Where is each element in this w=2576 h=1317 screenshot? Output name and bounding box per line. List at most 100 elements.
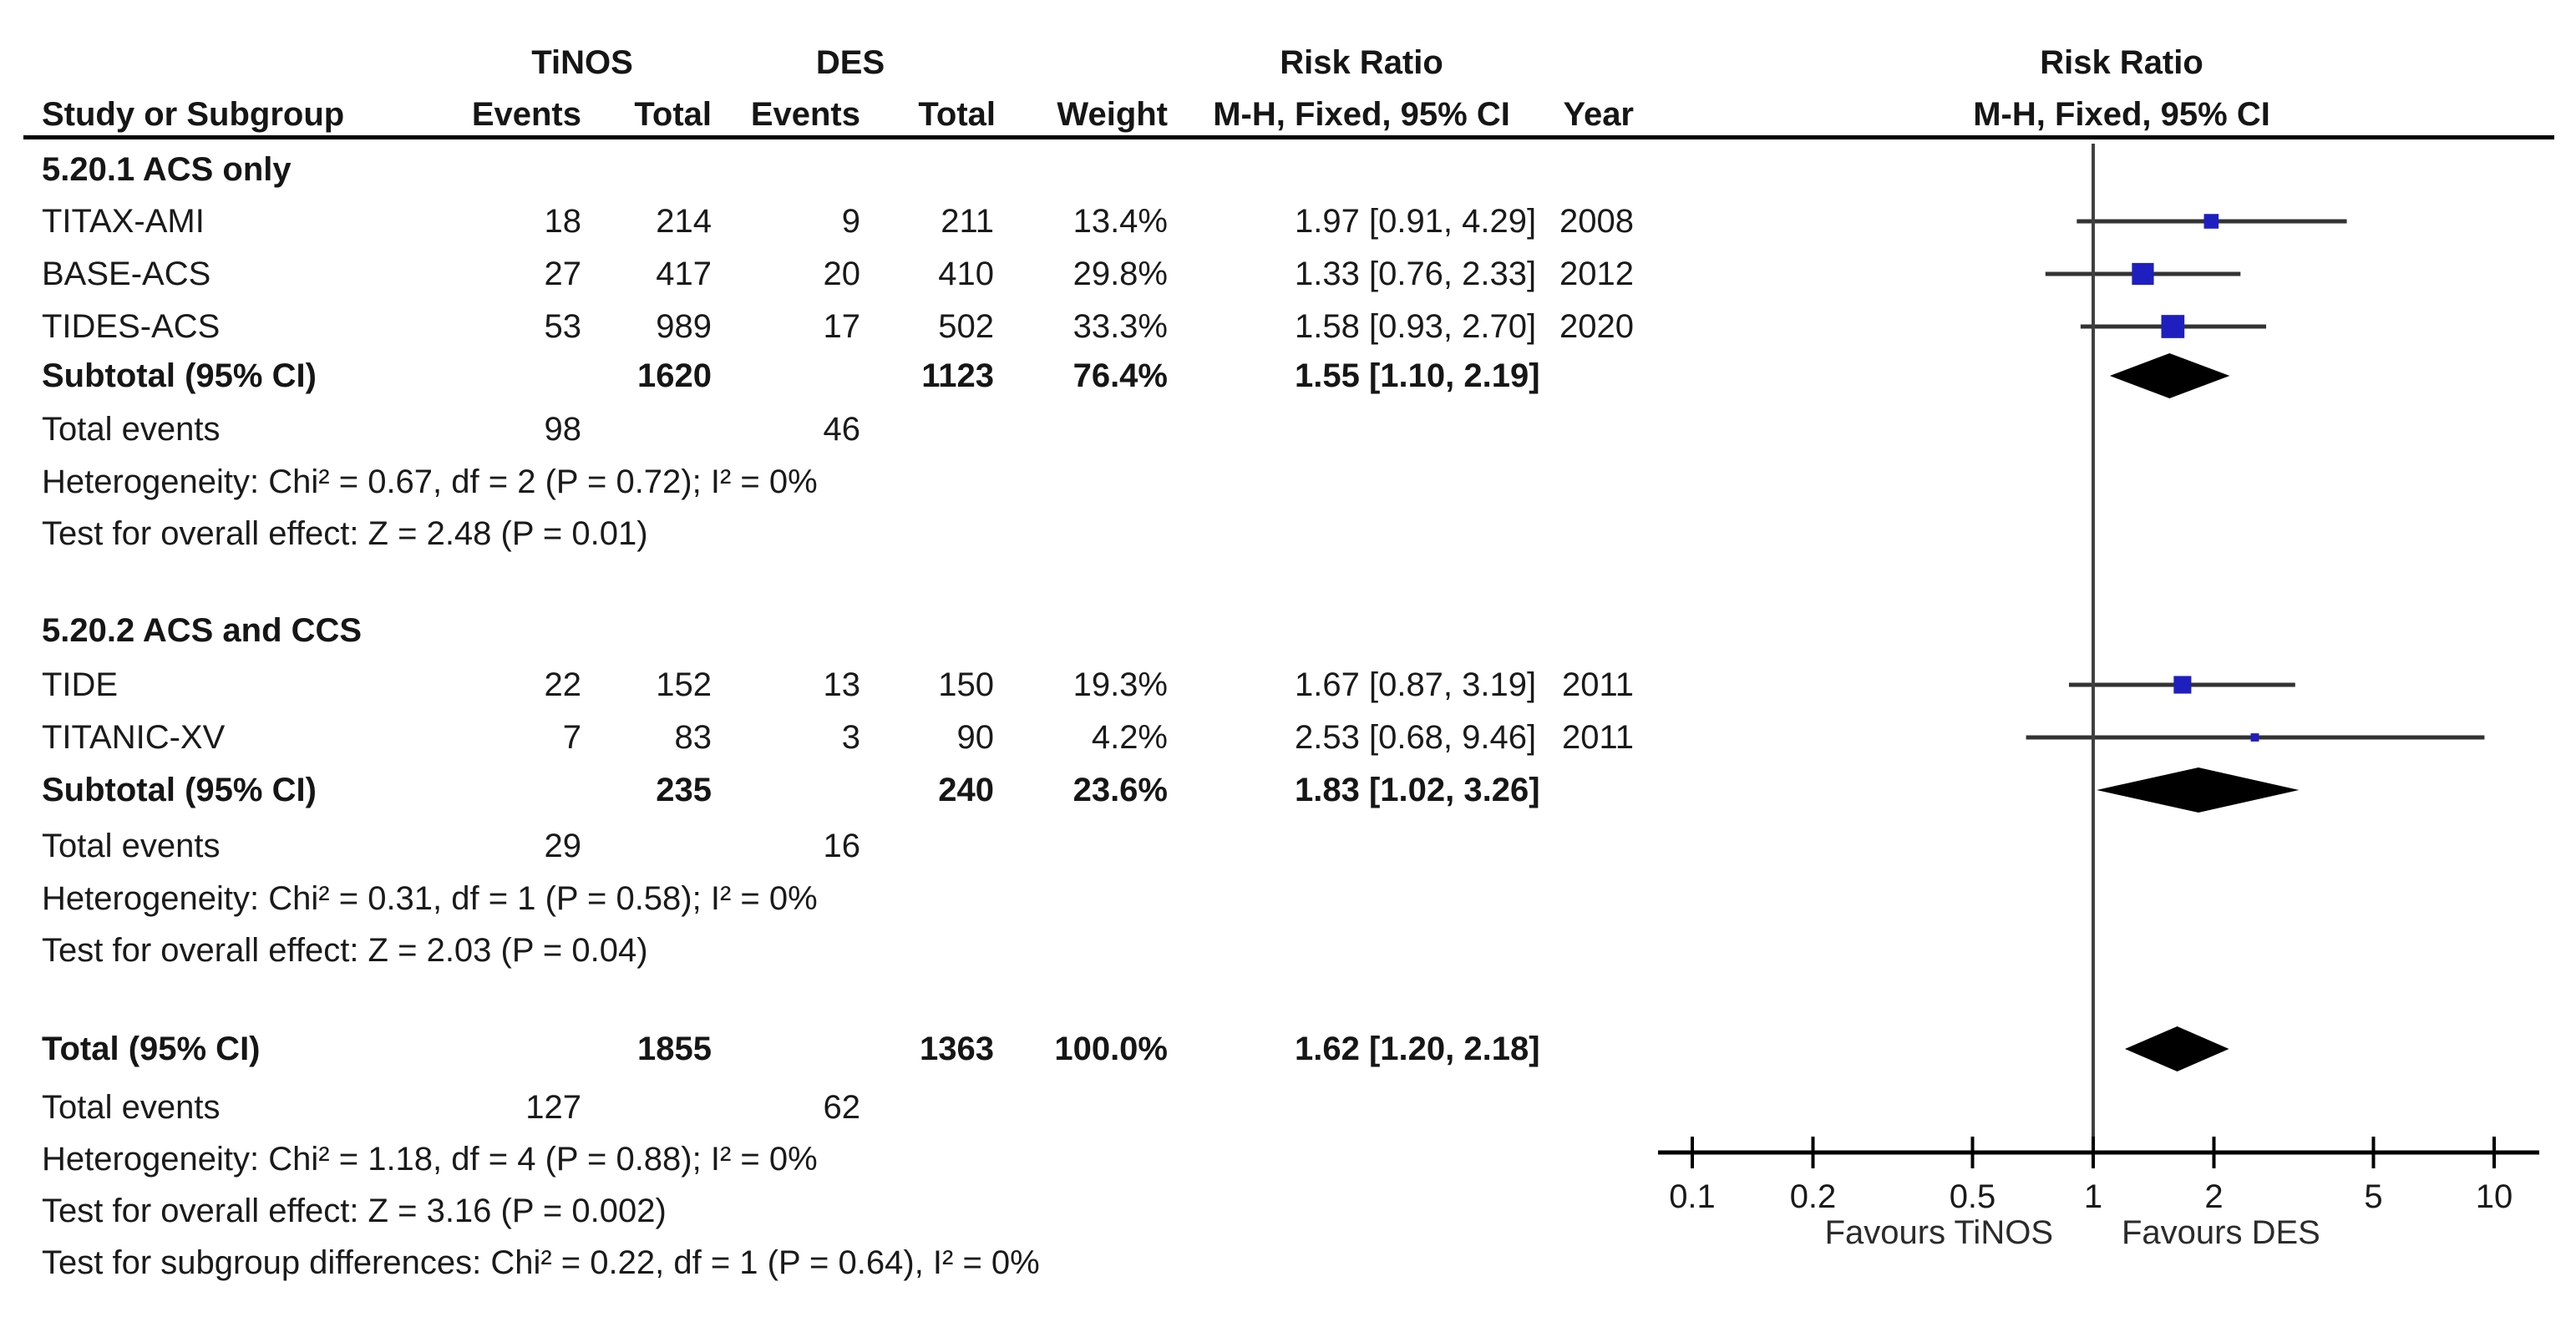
subtotal-tinos-total: 235 [656, 772, 712, 808]
subtotal-tinos-total: 1620 [637, 357, 712, 394]
favours-left-label: Favours TiNOS [1825, 1214, 2053, 1251]
effect-square [2203, 214, 2219, 229]
total-diamond [2125, 1026, 2229, 1071]
subtotal-weight: 76.4% [1072, 357, 1168, 394]
study-label: TIDE [42, 666, 119, 703]
grand-total-label: Total (95% CI) [42, 1031, 261, 1067]
weight-cell: 33.3% [1072, 308, 1168, 345]
year-cell: 2011 [1561, 666, 1634, 703]
weight-column-header: Weight [1057, 96, 1168, 133]
axis-tick-label: 0.1 [1669, 1178, 1716, 1215]
risk-ratio-plot-header: Risk Ratio [2040, 44, 2203, 81]
grand-total-weight: 100.0% [1054, 1031, 1168, 1067]
subgroup-differences-note: Test for subgroup differences: Chi² = 0.… [42, 1244, 1040, 1281]
subtotal-label: Subtotal (95% CI) [42, 772, 317, 808]
subgroup-title: 5.20.2 ACS and CCS [42, 612, 363, 649]
total-events-tinos: 29 [544, 828, 582, 864]
des-events-cell: 3 [841, 719, 860, 756]
rr-ci-cell: 1.33 [0.76, 2.33] [1295, 256, 1537, 292]
year-cell: 2012 [1559, 256, 1634, 292]
tinos-total-cell: 417 [656, 256, 712, 292]
tinos-total-cell: 152 [656, 666, 712, 703]
total-events-des: 62 [823, 1089, 861, 1126]
des-events-cell: 13 [823, 666, 861, 703]
axis-tick-label: 5 [2364, 1178, 2382, 1215]
grand-total-tinos-total: 1855 [637, 1031, 712, 1067]
axis-tick-label: 10 [2476, 1178, 2513, 1215]
des-total-cell: 150 [938, 666, 994, 703]
total-events-des: 16 [823, 828, 861, 864]
des-total-column-header: Total [918, 96, 996, 133]
rr-method-header: M-H, Fixed, 95% CI [1213, 96, 1510, 133]
subtotal-weight: 23.6% [1072, 772, 1168, 808]
risk-ratio-header: Risk Ratio [1280, 44, 1443, 81]
tinos-total-column-header: Total [634, 96, 712, 133]
total-events-des: 46 [823, 411, 861, 448]
overall-effect-note: Test for overall effect: Z = 2.48 (P = 0… [42, 515, 648, 552]
heterogeneity-note: Heterogeneity: Chi² = 0.31, df = 1 (P = … [42, 880, 818, 917]
total-events-label: Total events [42, 828, 221, 864]
total-events-tinos: 98 [544, 411, 582, 448]
study-label: BASE-ACS [42, 256, 211, 292]
year-column-header: Year [1563, 96, 1634, 133]
study-label: TITANIC-XV [42, 719, 226, 756]
year-cell: 2008 [1559, 203, 1634, 240]
des-events-column-header: Events [750, 96, 860, 133]
axis-tick-label: 0.5 [1950, 1178, 1996, 1215]
tinos-events-cell: 53 [544, 308, 582, 345]
header-divider-rule [23, 135, 2554, 139]
subtotal-rr-ci: 1.83 [1.02, 3.26] [1295, 772, 1540, 808]
rr-ci-cell: 1.58 [0.93, 2.70] [1295, 308, 1537, 345]
heterogeneity-note: Heterogeneity: Chi² = 1.18, df = 4 (P = … [42, 1141, 818, 1178]
tinos-events-column-header: Events [471, 96, 581, 133]
subtotal-diamond [2097, 767, 2300, 813]
rr-ci-cell: 2.53 [0.68, 9.46] [1295, 719, 1537, 756]
tinos-events-cell: 22 [544, 666, 582, 703]
axis-tick-label: 1 [2084, 1178, 2102, 1215]
effect-square [2173, 676, 2192, 694]
study-label: TIDES-ACS [42, 308, 221, 345]
weight-cell: 29.8% [1072, 256, 1168, 292]
rr-method-plot-header: M-H, Fixed, 95% CI [1973, 96, 2270, 133]
tinos-events-cell: 27 [544, 256, 582, 292]
des-total-cell: 502 [938, 308, 994, 345]
des-events-cell: 17 [823, 308, 861, 345]
rr-ci-cell: 1.67 [0.87, 3.19] [1295, 666, 1537, 703]
subtotal-label: Subtotal (95% CI) [42, 357, 317, 394]
des-events-cell: 9 [841, 203, 860, 240]
tinos-events-cell: 18 [544, 203, 582, 240]
rr-ci-cell: 1.97 [0.91, 4.29] [1295, 203, 1537, 240]
subgroup-title: 5.20.1 ACS only [42, 151, 292, 188]
des-group-header: DES [815, 44, 885, 81]
tinos-total-cell: 214 [656, 203, 712, 240]
weight-cell: 13.4% [1072, 203, 1168, 240]
total-events-label: Total events [42, 1089, 221, 1126]
effect-square [2250, 733, 2259, 742]
heterogeneity-note: Heterogeneity: Chi² = 0.67, df = 2 (P = … [42, 463, 818, 500]
subtotal-des-total: 240 [938, 772, 994, 808]
study-column-header: Study or Subgroup [42, 96, 345, 133]
axis-tick-label: 0.2 [1790, 1178, 1837, 1215]
tinos-group-header: TiNOS [531, 44, 633, 81]
subtotal-des-total: 1123 [921, 357, 994, 394]
effect-square [2161, 315, 2185, 338]
tinos-total-cell: 989 [656, 308, 712, 345]
total-events-label: Total events [42, 411, 221, 448]
effect-square [2132, 262, 2154, 286]
tinos-total-cell: 83 [674, 719, 712, 756]
weight-cell: 4.2% [1091, 719, 1168, 756]
des-total-cell: 90 [956, 719, 995, 756]
year-cell: 2020 [1559, 308, 1634, 345]
axis-tick-label: 2 [2204, 1178, 2223, 1215]
total-events-tinos: 127 [525, 1089, 581, 1126]
year-cell: 2011 [1561, 719, 1634, 756]
des-events-cell: 20 [823, 256, 861, 292]
des-total-cell: 211 [941, 203, 994, 240]
subtotal-rr-ci: 1.55 [1.10, 2.19] [1295, 357, 1540, 394]
subtotal-diamond [2109, 353, 2230, 398]
overall-effect-note: Test for overall effect: Z = 2.03 (P = 0… [42, 932, 648, 969]
weight-cell: 19.3% [1072, 666, 1168, 703]
grand-total-des-total: 1363 [920, 1031, 994, 1067]
